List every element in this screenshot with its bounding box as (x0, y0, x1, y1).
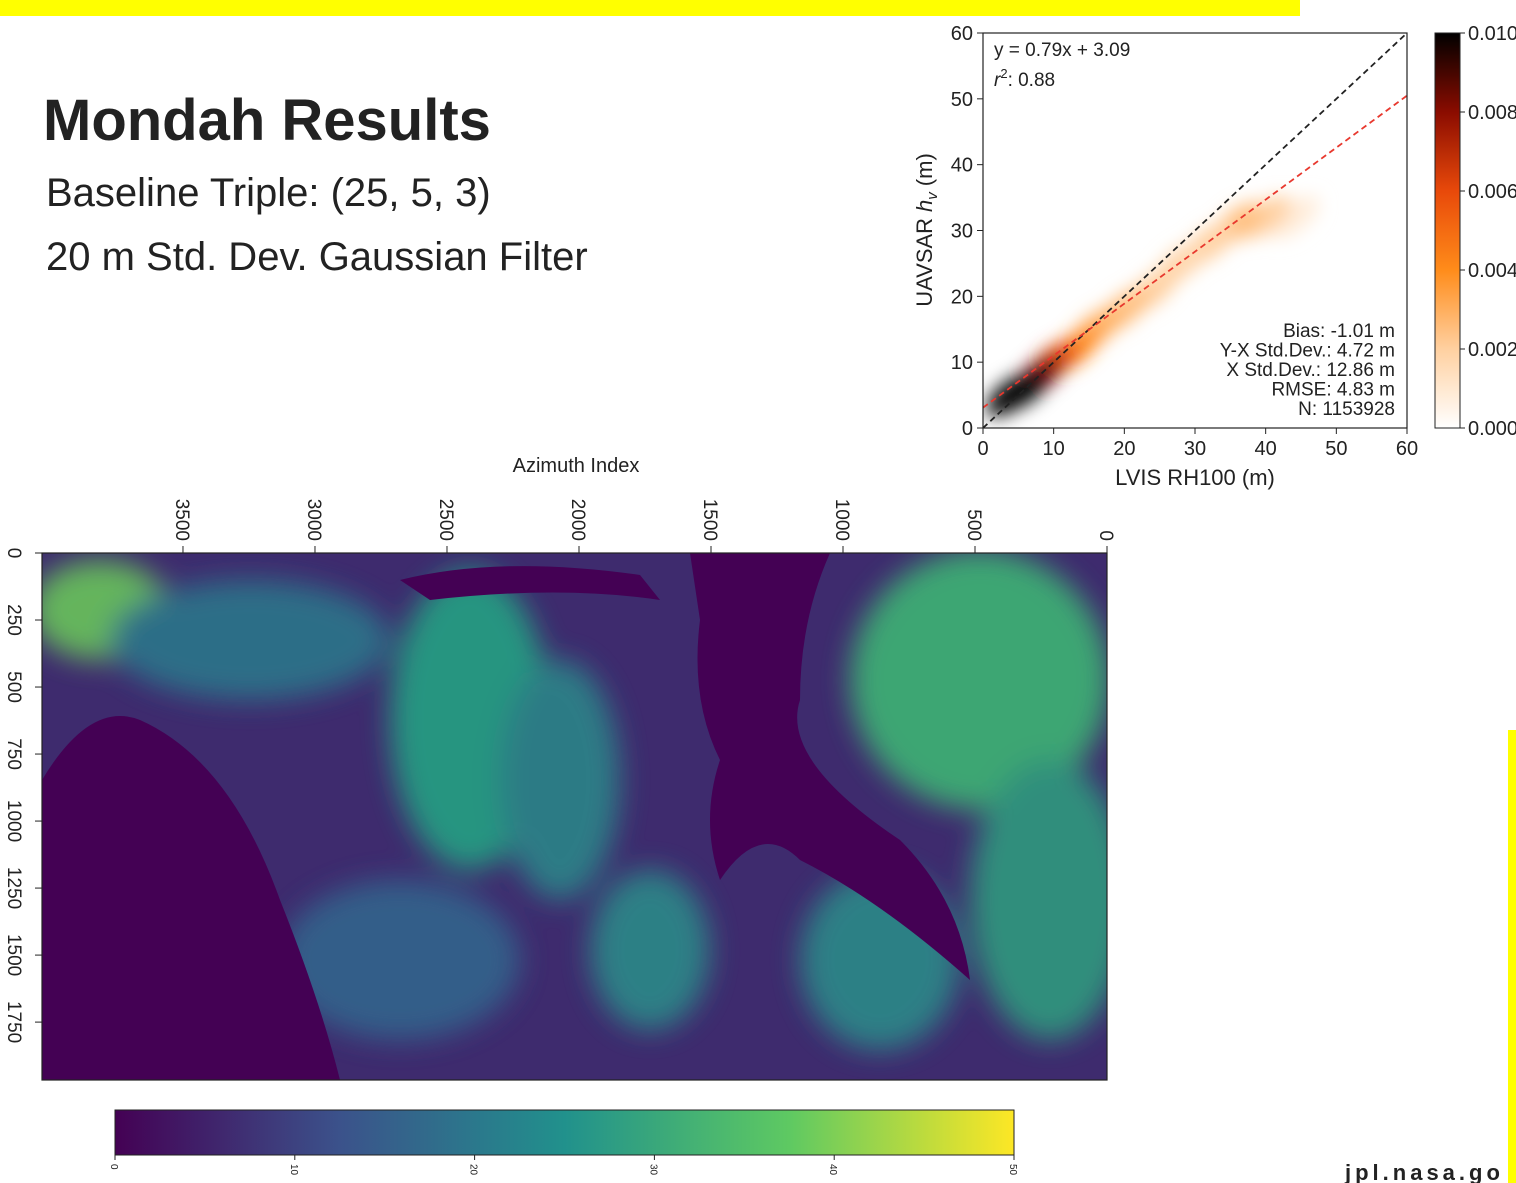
y-tick-label: 1250 (3, 867, 24, 909)
y-tick-label: 1750 (3, 1001, 24, 1043)
stat-label: Y-X Std.Dev.: 4.72 m (1220, 341, 1395, 362)
y-tick-label: 0 (962, 418, 973, 440)
slide-title: Mondah Results (43, 88, 491, 153)
colorbar-tick-label: 0.004 (1468, 260, 1516, 282)
x-tick-label: 0 (977, 438, 988, 460)
x-tick-label: 40 (1255, 438, 1277, 460)
colorbar (1434, 32, 1461, 429)
map-image (42, 553, 1107, 1080)
subtitle: 20 m Std. Dev. Gaussian Filter (46, 235, 588, 279)
colorbar-tick-label: 0.010 (1468, 23, 1516, 45)
colorbar-tick-label: 0 (108, 1164, 119, 1170)
yellow-side-bar (1508, 730, 1516, 1183)
x-tick-label: 0 (1095, 530, 1116, 541)
y-tick-label: 30 (951, 221, 973, 243)
colorbar-tick-label: 0.008 (1468, 102, 1516, 124)
x-tick-label: 2500 (435, 499, 456, 541)
y-label-text: UAVSAR (912, 218, 937, 307)
y-tick-label: 10 (951, 352, 973, 374)
identity-line (983, 33, 1407, 428)
density-plot (983, 33, 1407, 428)
colorbar-tick-label: 50 (1007, 1164, 1018, 1176)
subtitle: Baseline Triple: (25, 5, 3) (46, 171, 491, 215)
map-frame (41, 552, 1108, 1081)
x-tick-label: 1000 (831, 499, 852, 541)
yellow-bar (0, 0, 1300, 16)
x-tick-label: 10 (1043, 438, 1065, 460)
colorbar-tick-label: 0.006 (1468, 181, 1516, 203)
r-text: : 0.88 (1008, 70, 1056, 91)
y-label-symbol: h (912, 200, 937, 212)
y-label-sub: v (924, 191, 941, 200)
colorbar-tick-label: 20 (468, 1164, 479, 1176)
y-tick-label: 500 (3, 671, 24, 703)
r-symbol: r (994, 70, 1001, 91)
x-tick-label: 3000 (303, 499, 324, 541)
colorbar-tick-label: 0.002 (1468, 339, 1516, 361)
x-axis-label: LVIS RH100 (m) (1115, 465, 1275, 490)
y-axis-label: UAVSAR hv (m) (912, 153, 941, 307)
y-tick-label: 750 (3, 738, 24, 770)
colorbar-tick-label: 0.000 (1468, 418, 1516, 440)
x-tick-label: 20 (1113, 438, 1135, 460)
y-tick-label: 60 (951, 23, 973, 45)
y-tick-label: 1000 (3, 800, 24, 842)
density-blob (986, 373, 1037, 417)
colorbar-tick-label: 30 (647, 1164, 658, 1176)
stat-label: Bias: -1.01 m (1283, 321, 1395, 342)
y-tick-label: 0 (3, 548, 24, 559)
x-tick-label: 1500 (699, 499, 720, 541)
y-tick-label: 250 (3, 604, 24, 636)
y-tick-label: 50 (951, 89, 973, 111)
x-tick-label: 60 (1396, 438, 1418, 460)
density-blob (1268, 195, 1320, 239)
colorbar-tick-label: 10 (288, 1164, 299, 1176)
y-tick-label: 40 (951, 155, 973, 177)
y-tick-label: 20 (951, 286, 973, 308)
stat-label: N: 1153928 (1298, 399, 1395, 420)
x-tick-label: 30 (1184, 438, 1206, 460)
y-tick-label: 1500 (3, 934, 24, 976)
fit-line (983, 94, 1407, 409)
r-sup: 2 (1000, 66, 1007, 81)
x-tick-label: 500 (963, 509, 984, 541)
equation: y = 0.79x + 3.09 (994, 40, 1130, 61)
stat-label: RMSE: 4.83 m (1271, 380, 1395, 401)
x-tick-label: 50 (1325, 438, 1347, 460)
stat-label: X Std.Dev.: 12.86 m (1226, 360, 1395, 381)
x-tick-label: 3500 (171, 499, 192, 541)
map-x-label: Azimuth Index (513, 455, 640, 477)
footer: jpl.nasa.go (1344, 1160, 1504, 1183)
colorbar (114, 1109, 1015, 1156)
y-label-unit: (m) (912, 153, 937, 186)
r-squared: r2: 0.88 (994, 66, 1055, 91)
x-tick-label: 2000 (567, 499, 588, 541)
colorbar-tick-label: 40 (827, 1164, 838, 1176)
